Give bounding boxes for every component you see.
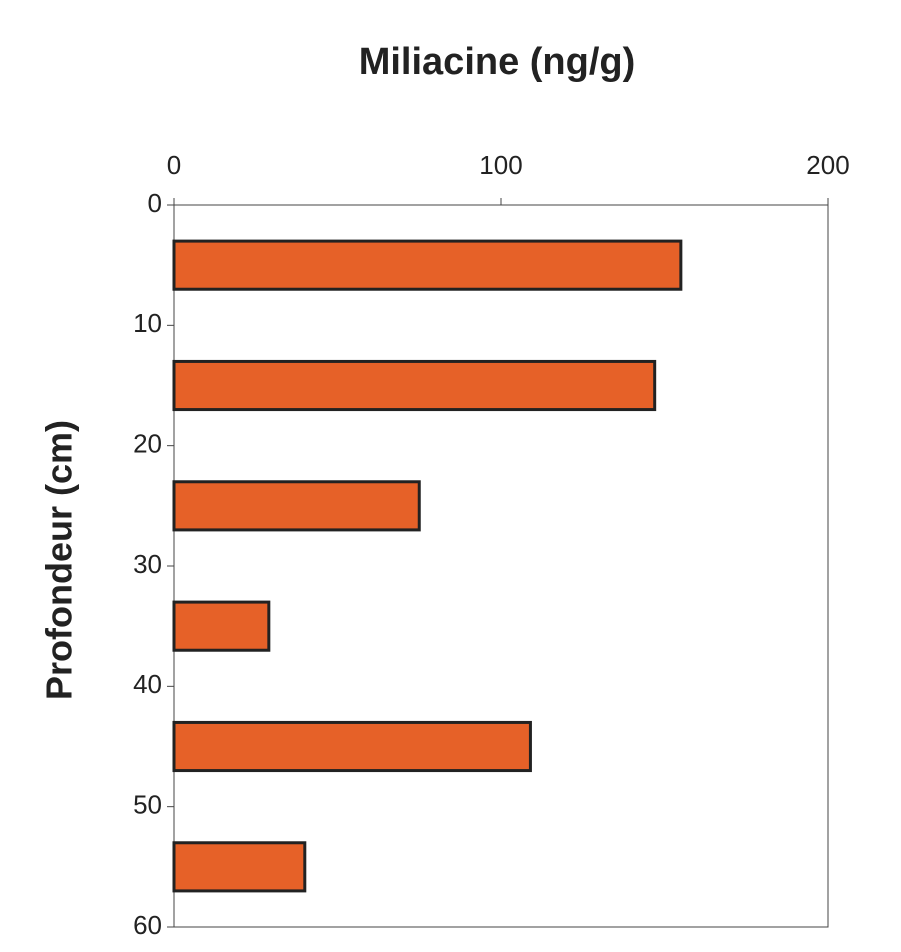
y-tick-label: 10 <box>133 308 162 338</box>
bar <box>172 720 532 773</box>
y-tick-label: 60 <box>133 910 162 940</box>
y-tick-label: 40 <box>133 669 162 699</box>
y-axis-label: Profondeur (cm) <box>39 420 80 700</box>
bar <box>172 841 307 893</box>
x-tick-label: 0 <box>167 150 181 180</box>
y-tick-label: 0 <box>148 188 162 218</box>
bar <box>172 239 683 291</box>
y-tick-label: 20 <box>133 429 162 459</box>
bar <box>172 359 657 412</box>
x-tick-label: 100 <box>479 150 522 180</box>
bar <box>172 480 421 532</box>
y-tick-label: 50 <box>133 790 162 820</box>
x-tick-label: 200 <box>806 150 849 180</box>
plot-frame <box>173 204 829 928</box>
bar <box>172 600 271 652</box>
y-tick-label: 30 <box>133 549 162 579</box>
chart-title: Miliacine (ng/g) <box>359 41 636 83</box>
